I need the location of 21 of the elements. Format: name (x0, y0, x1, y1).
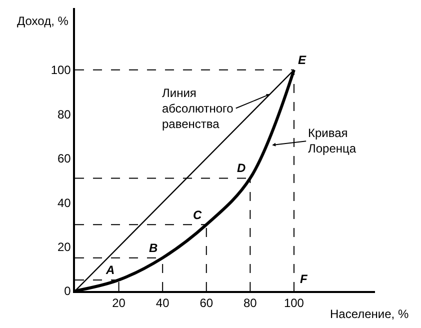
annotation: F (300, 272, 308, 286)
x-tick-label: 40 (156, 296, 170, 310)
annotation: E (298, 53, 307, 67)
annotation: D (237, 161, 246, 175)
y-tick-label: 100 (50, 63, 72, 78)
y-tick-label: 20 (57, 240, 72, 254)
y-tick-label: 80 (57, 107, 72, 122)
annotation: B (149, 241, 158, 255)
x-tick-label: 80 (244, 296, 258, 310)
x-tick-label: 100 (284, 296, 304, 310)
x-tick-label: 20 (112, 296, 126, 310)
annotation: Линия абсолютного равенства (162, 86, 234, 132)
x-axis-title: Население, % (330, 307, 409, 321)
y-tick-label: 40 (57, 196, 72, 210)
annotation: Кривая Лоренца (308, 126, 356, 156)
annotation: C (193, 208, 202, 222)
y-axis-title: Доход, % (17, 14, 69, 28)
y-tick-label: 0 (64, 284, 72, 298)
y-tick-label: 60 (57, 152, 72, 166)
x-tick-label: 60 (200, 296, 214, 310)
annotation: A (105, 263, 115, 277)
